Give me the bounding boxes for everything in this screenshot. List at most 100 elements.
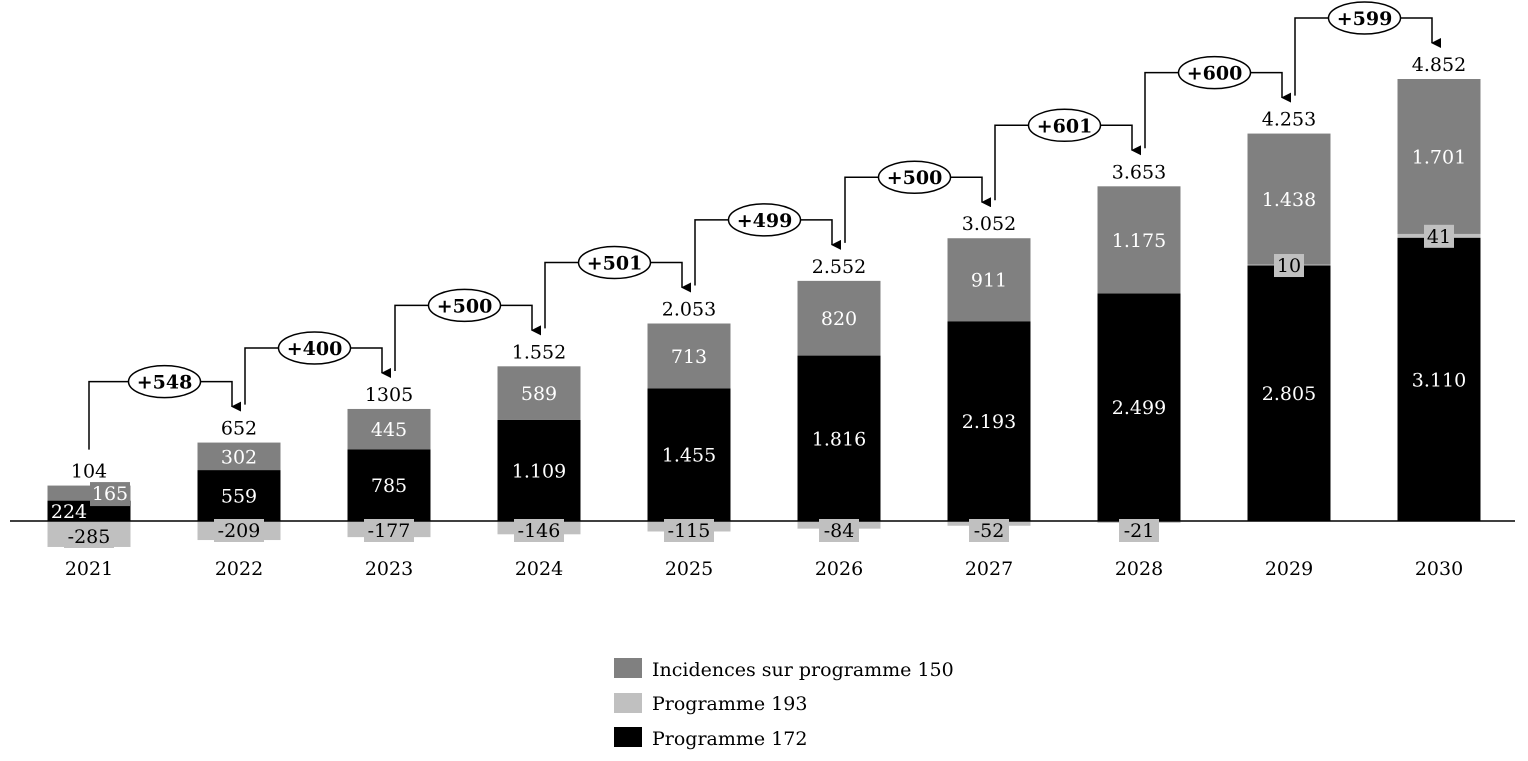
increment-badge bbox=[277, 331, 352, 365]
total-label: 104 bbox=[71, 461, 107, 483]
data-label-box bbox=[969, 519, 1009, 542]
bar-segment-programme-150 bbox=[1397, 79, 1481, 234]
data-label-box bbox=[64, 525, 114, 548]
data-label-programme-193: 10 bbox=[1277, 255, 1301, 277]
x-tick-label: 2021 bbox=[65, 558, 113, 580]
data-label-programme-150: 1.701 bbox=[1412, 146, 1466, 168]
data-label-programme-193: -21 bbox=[1124, 520, 1155, 542]
data-label-programme-150: 589 bbox=[521, 383, 557, 405]
data-label-programme-193: -285 bbox=[68, 526, 111, 548]
total-label: 3.052 bbox=[962, 213, 1016, 235]
data-label-programme-172: 3.110 bbox=[1412, 369, 1466, 391]
increment-label: +499 bbox=[737, 210, 793, 232]
increment-badge bbox=[1327, 1, 1402, 35]
data-label-programme-193: -84 bbox=[824, 520, 855, 542]
bar-segment-programme-150 bbox=[347, 408, 431, 450]
legend-swatch-programme-150 bbox=[614, 658, 642, 678]
data-label-programme-193: -209 bbox=[218, 520, 261, 542]
increment-label: +548 bbox=[137, 372, 193, 394]
increment-badge bbox=[1027, 108, 1102, 143]
legend-label: Programme 172 bbox=[652, 728, 807, 750]
increment-label: +601 bbox=[1037, 115, 1093, 137]
data-label-programme-150: 911 bbox=[971, 270, 1007, 292]
increment-label: +500 bbox=[887, 167, 943, 189]
data-label-programme-172: 785 bbox=[371, 475, 407, 497]
total-label: 652 bbox=[221, 418, 257, 440]
increment-label: +599 bbox=[1337, 8, 1393, 30]
data-label-programme-172: 1.109 bbox=[512, 460, 566, 482]
bar-segment-programme-172 bbox=[1247, 265, 1331, 521]
data-label-programme-172: 224 bbox=[51, 501, 87, 523]
bar-segment-programme-172 bbox=[497, 419, 581, 521]
bar-segment-programme-172 bbox=[347, 449, 431, 521]
data-label-programme-172: 1.816 bbox=[812, 428, 866, 450]
bar-segment-programme-150 bbox=[197, 442, 281, 471]
bar-segment-programme-150 bbox=[647, 323, 731, 389]
x-tick-label: 2024 bbox=[515, 558, 563, 580]
data-label-programme-172: 2.499 bbox=[1112, 397, 1166, 419]
data-label-programme-150: 165 bbox=[92, 483, 128, 505]
x-tick-label: 2027 bbox=[965, 558, 1013, 580]
legend: Incidences sur programme 150 Programme 1… bbox=[614, 658, 954, 750]
increment-label: +400 bbox=[287, 338, 343, 360]
data-label-box bbox=[364, 519, 414, 542]
bar-segment-programme-172 bbox=[947, 321, 1031, 521]
data-label-programme-193: -146 bbox=[518, 520, 561, 542]
bar-segment-programme-172 bbox=[797, 355, 881, 521]
increment-label: +501 bbox=[587, 253, 643, 275]
legend-swatch-programme-172 bbox=[614, 727, 642, 747]
data-label-box bbox=[1424, 224, 1454, 248]
x-tick-label: 2029 bbox=[1265, 558, 1313, 580]
data-label-box bbox=[514, 519, 564, 542]
data-label-programme-172: 2.805 bbox=[1262, 383, 1316, 405]
increment-badge bbox=[727, 203, 802, 237]
legend-label: Incidences sur programme 150 bbox=[652, 659, 954, 681]
x-tick-label: 2025 bbox=[665, 558, 713, 580]
increment-badge bbox=[877, 160, 952, 194]
data-label-programme-172: 559 bbox=[221, 486, 257, 508]
total-label: 1305 bbox=[365, 384, 413, 406]
data-label-programme-193: 41 bbox=[1427, 226, 1451, 248]
bar-segment-programme-172 bbox=[647, 388, 731, 521]
total-label: 2.053 bbox=[662, 299, 716, 321]
x-tick-label: 2022 bbox=[215, 558, 263, 580]
total-label: 1.552 bbox=[512, 341, 566, 363]
x-tick-label: 2023 bbox=[365, 558, 413, 580]
bar-segment-programme-150 bbox=[1097, 186, 1181, 294]
data-label-box bbox=[1274, 254, 1304, 278]
data-label-programme-150: 1.175 bbox=[1112, 230, 1166, 252]
increment-badge bbox=[127, 364, 202, 399]
data-label-programme-150: 445 bbox=[371, 419, 407, 441]
bar-segment-programme-150 bbox=[797, 280, 881, 356]
total-label: 4.852 bbox=[1412, 54, 1466, 76]
data-label-box bbox=[664, 519, 714, 542]
data-label-programme-193: -52 bbox=[974, 520, 1005, 542]
legend-swatch-programme-193 bbox=[614, 693, 642, 713]
data-label-programme-193: -115 bbox=[668, 520, 711, 542]
data-label-programme-150: 820 bbox=[821, 308, 857, 330]
total-label: 4.253 bbox=[1262, 109, 1316, 131]
data-label-programme-150: 302 bbox=[221, 446, 257, 468]
increment-badge bbox=[1177, 55, 1252, 90]
data-label-box bbox=[819, 519, 859, 542]
increment-label: +500 bbox=[437, 295, 493, 317]
increment-badge bbox=[427, 288, 502, 323]
bar-segment-programme-150 bbox=[497, 366, 581, 420]
bar-segment-programme-172 bbox=[1397, 237, 1481, 522]
x-tick-label: 2026 bbox=[815, 558, 863, 580]
data-label-box bbox=[1119, 519, 1159, 542]
data-label-programme-150: 1.438 bbox=[1262, 189, 1316, 211]
x-tick-label: 2028 bbox=[1115, 558, 1163, 580]
data-label-programme-193: -177 bbox=[368, 520, 411, 542]
x-tick-label: 2030 bbox=[1415, 558, 1463, 580]
bar-segment-programme-172 bbox=[197, 470, 281, 521]
data-label-programme-172: 2.193 bbox=[962, 411, 1016, 433]
data-label-programme-172: 1.455 bbox=[662, 445, 716, 467]
increment-label: +600 bbox=[1187, 63, 1243, 85]
bar-segment-programme-172 bbox=[1097, 293, 1181, 521]
bar-segment-programme-150 bbox=[947, 238, 1031, 322]
total-label: 2.552 bbox=[812, 256, 866, 278]
legend-label: Programme 193 bbox=[652, 693, 807, 715]
data-label-programme-150: 713 bbox=[671, 346, 707, 368]
